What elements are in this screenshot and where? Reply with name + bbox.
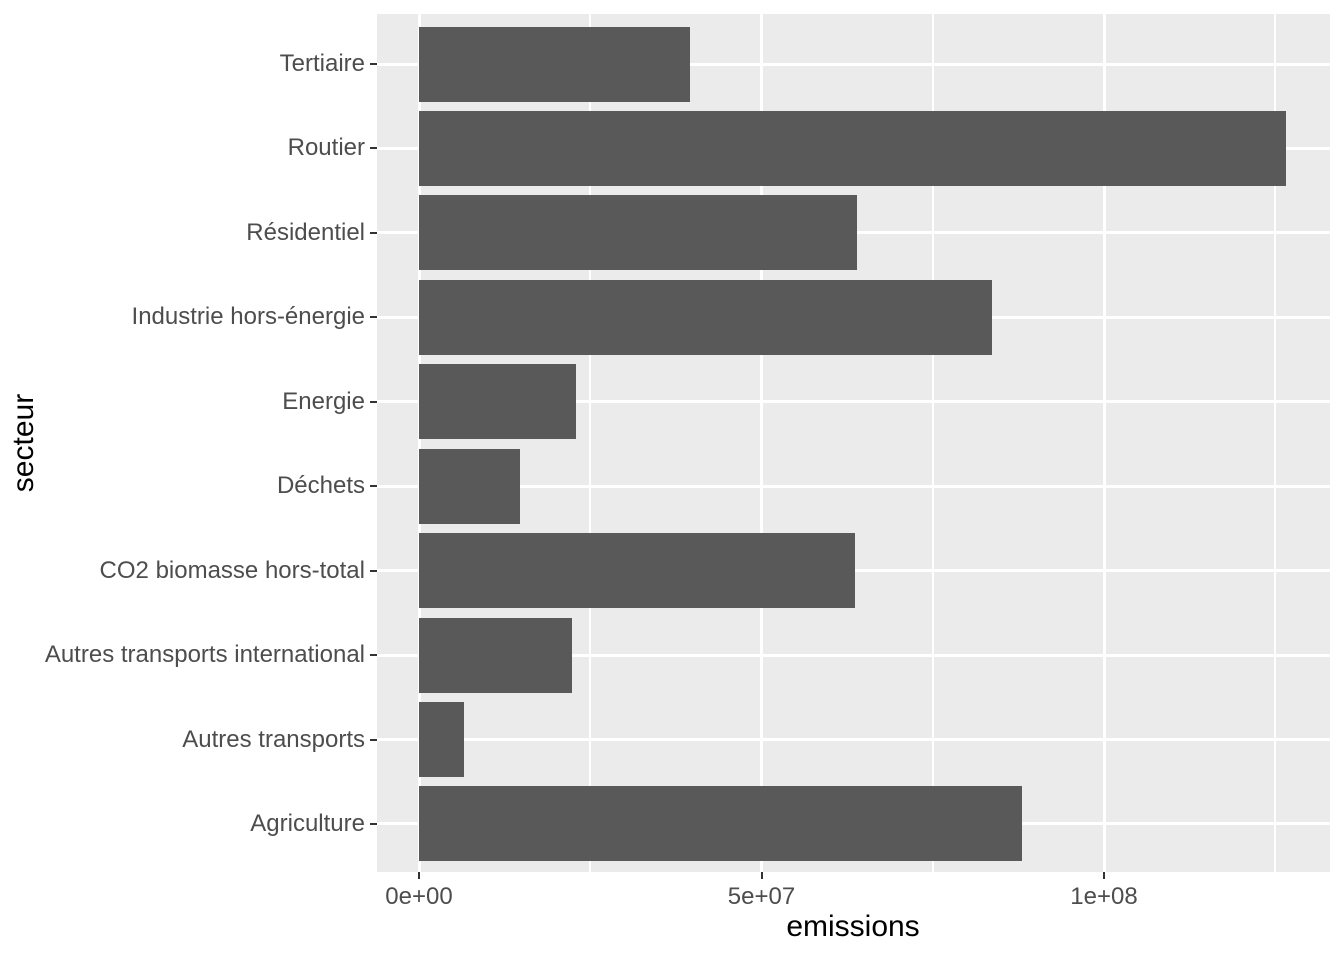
gridline-horizontal [377, 484, 1330, 488]
bar-CO2 biomasse hors-total [419, 533, 856, 609]
x-tick-mark [418, 872, 420, 879]
y-tick-mark [370, 569, 377, 572]
y-tick-label: Autres transports international [44, 641, 365, 669]
gridline-vertical-major [760, 14, 763, 872]
y-tick-label: Résidentiel [246, 218, 365, 246]
bar-Tertiaire [419, 26, 691, 102]
y-tick-mark [370, 231, 377, 234]
bar-Autres transports international [419, 617, 572, 693]
gridline-horizontal [377, 738, 1330, 742]
bar-Déchets [419, 448, 520, 524]
plot-panel [377, 14, 1330, 872]
gridline-vertical-minor [1274, 14, 1277, 872]
y-tick-mark [370, 654, 377, 657]
y-tick-label: Autres transports [182, 725, 365, 753]
gridline-vertical-minor [589, 14, 592, 872]
x-tick-mark [1103, 872, 1105, 879]
bar-Routier [419, 110, 1287, 186]
gridline-vertical-minor [931, 14, 934, 872]
y-tick-label: Agriculture [250, 809, 365, 837]
bar-Industrie hors-énergie [419, 279, 993, 355]
y-tick-mark [370, 400, 377, 403]
bar-Agriculture [419, 786, 1022, 862]
bar-Energie [419, 364, 576, 440]
x-axis-title: emissions [786, 910, 920, 943]
gridline-vertical-major [1102, 14, 1106, 872]
y-tick-mark [370, 822, 377, 825]
gridline-horizontal [377, 653, 1330, 657]
y-tick-mark [370, 485, 377, 488]
y-tick-mark [370, 316, 377, 319]
y-tick-label: Routier [287, 134, 365, 162]
y-tick-mark [370, 738, 377, 741]
y-tick-label: Déchets [276, 472, 365, 500]
gridline-horizontal [377, 400, 1330, 404]
gridline-horizontal [377, 62, 1330, 66]
bar-Autres transports [419, 702, 465, 778]
y-tick-mark [370, 63, 377, 65]
y-axis-title: secteur [7, 393, 40, 493]
x-tick-label: 1e+08 [1070, 883, 1138, 910]
y-tick-label: CO2 biomasse hors-total [99, 556, 365, 584]
x-tick-label: 5e+07 [727, 883, 796, 910]
y-tick-label: Energie [282, 387, 365, 415]
x-tick-label: 0e+00 [385, 883, 453, 910]
gridline-vertical-major [417, 14, 421, 872]
x-tick-mark [760, 872, 763, 879]
y-tick-label: Industrie hors-énergie [131, 303, 365, 331]
y-tick-mark [370, 147, 377, 150]
y-tick-label: Tertiaire [279, 50, 365, 77]
bar-Résidentiel [419, 195, 857, 271]
